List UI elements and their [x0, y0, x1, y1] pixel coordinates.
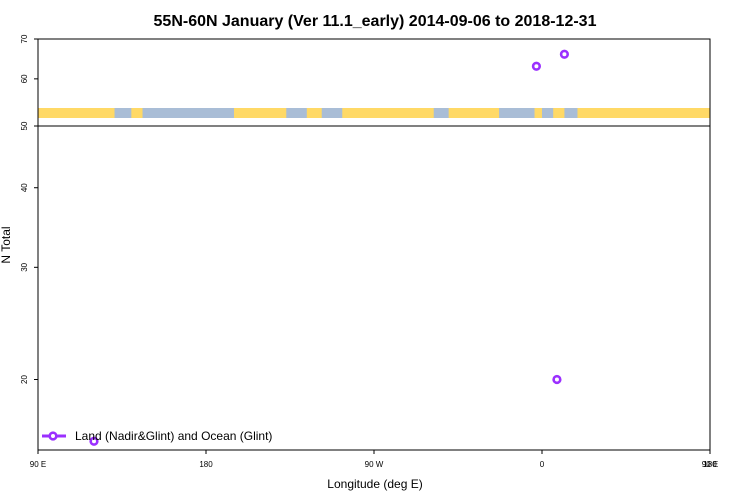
- land-segment: [38, 108, 115, 118]
- land-ocean-strip: [38, 108, 710, 118]
- y-axis-ticks: 20 30 40 50 60 70: [20, 34, 38, 384]
- y-tick-label: 30: [20, 262, 29, 271]
- legend-marker: [48, 431, 58, 441]
- land-segment: [553, 108, 565, 118]
- legend-label: Land (Nadir&Glint) and Ocean (Glint): [75, 429, 272, 443]
- series-points: [89, 49, 570, 446]
- data-point: [531, 61, 542, 71]
- x-tick-label: 180: [703, 460, 717, 469]
- lower-panel-frame: [37, 125, 711, 451]
- x-tick-label: 90 W: [365, 460, 384, 469]
- x-tick-label: 90 E: [30, 460, 46, 469]
- land-segment: [342, 108, 434, 118]
- y-tick-label: 20: [20, 374, 29, 383]
- land-segment: [306, 108, 322, 118]
- y-axis-label: N Total: [0, 226, 13, 263]
- data-point: [89, 436, 99, 446]
- legend: Land (Nadir&Glint) and Ocean (Glint): [42, 429, 272, 443]
- land-segment: [234, 108, 287, 118]
- x-tick-label: 90 E: [702, 460, 718, 469]
- land-segment: [448, 108, 500, 118]
- land-segment: [534, 108, 542, 118]
- x-tick-label: 180: [199, 460, 213, 469]
- x-tick-label: 0: [540, 460, 545, 469]
- y-tick-label: 60: [20, 74, 29, 83]
- chart-title: 55N-60N January (Ver 11.1_early) 2014-09…: [154, 13, 597, 30]
- x-axis-label: Longitude (deg E): [327, 477, 422, 491]
- land-segment: [577, 108, 710, 118]
- y-tick-label: 40: [20, 183, 29, 192]
- data-point: [559, 49, 570, 59]
- y-tick-label: 50: [20, 121, 29, 130]
- data-point: [552, 374, 562, 385]
- y-tick-label: 70: [20, 34, 29, 43]
- land-segment: [131, 108, 143, 118]
